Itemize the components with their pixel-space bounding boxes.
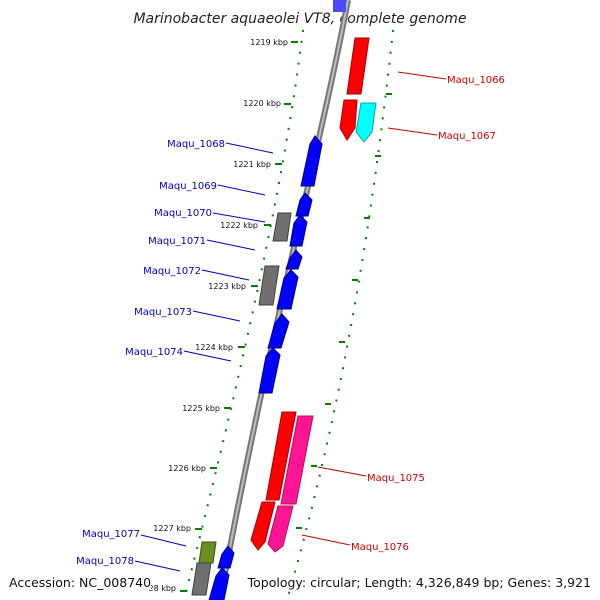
tick-label: 1223 kbp	[208, 282, 246, 291]
gene-maqu-1068-arrow[interactable]	[300, 135, 323, 187]
tick-label: 1220 kbp	[243, 99, 281, 108]
leader-line-maqu-1072	[201, 269, 250, 281]
tick-label: 1221 kbp	[233, 160, 271, 169]
topology-label: Topology: circular; Length: 4,326,849 bp…	[247, 575, 591, 590]
leader-line-maqu-1069	[217, 184, 266, 196]
tick-label: 1227 kbp	[153, 524, 191, 533]
gene-maqu-1076-arrow[interactable]	[267, 505, 294, 553]
gene-label-maqu-1074[interactable]: Maqu_1074	[125, 347, 183, 358]
forward-track-ticks	[296, 93, 392, 529]
gene-label-maqu-1071[interactable]: Maqu_1071	[148, 236, 206, 247]
gene-maqu-1078-box[interactable]	[191, 562, 212, 596]
gene-maqu-1067-arrow[interactable]	[355, 102, 377, 143]
gene-label-maqu-1077[interactable]: Maqu_1077	[82, 529, 140, 540]
tick-label: 1224 kbp	[195, 343, 233, 352]
gene-maqu-1078-arrow[interactable]	[208, 567, 230, 600]
leader-line-maqu-1066	[397, 71, 447, 80]
gene-label-maqu-1069[interactable]: Maqu_1069	[159, 181, 217, 192]
gene-label-maqu-1067[interactable]: Maqu_1067	[438, 131, 496, 142]
gene-label-maqu-1070[interactable]: Maqu_1070	[154, 208, 212, 219]
leader-line-maqu-1067	[387, 127, 438, 136]
gene-maqu-1071-arrow[interactable]	[289, 214, 308, 247]
gene-maqu-1077-box[interactable]	[198, 541, 217, 564]
tick-label: 1226 kbp	[168, 464, 206, 473]
leader-line-maqu-1071	[206, 239, 256, 251]
gene-maqu-1070-box[interactable]	[272, 212, 292, 242]
gene-maqu-1069-arrow[interactable]	[295, 192, 313, 217]
gene-maqu-1067-upstream-arrow[interactable]	[339, 99, 358, 141]
gene-label-maqu-1078[interactable]: Maqu_1078	[76, 556, 134, 567]
reverse-track-dotted	[183, 29, 304, 600]
gene-maqu-1075-arrow[interactable]	[265, 411, 297, 501]
map-title: Marinobacter aquaeolei VT8, complete gen…	[133, 11, 466, 27]
gene-maqu-1073-arrow[interactable]	[276, 269, 299, 310]
leader-line-maqu-1070	[212, 212, 266, 223]
forward-track-dotted	[286, 29, 394, 600]
accession-label: Accession: NC_008740	[9, 575, 152, 590]
leader-line-maqu-1075	[317, 466, 367, 477]
partial-gene-top	[333, 0, 346, 12]
leader-line-maqu-1068	[225, 142, 274, 154]
gene-maqu-1076-upstream-arrow[interactable]	[250, 501, 276, 551]
tick-label: 1222 kbp	[220, 221, 258, 230]
leader-line-maqu-1074	[183, 350, 232, 362]
leader-line-maqu-1078	[134, 560, 181, 572]
ruler-ticks: 1219 kbp 1220 kbp 1221 kbp 1222 kbp 1223…	[148, 38, 298, 593]
tick-label: 28 kbp	[148, 584, 176, 593]
gene-maqu-1072-box[interactable]	[258, 265, 280, 306]
gene-label-maqu-1072[interactable]: Maqu_1072	[143, 266, 201, 277]
tick-label: 1225 kbp	[182, 404, 220, 413]
leader-line-maqu-1076	[301, 534, 351, 546]
leader-line-maqu-1073	[192, 310, 241, 322]
gene-maqu-1077-arrow[interactable]	[217, 545, 235, 569]
tick-label: 1219 kbp	[250, 38, 288, 47]
gene-label-maqu-1068[interactable]: Maqu_1068	[167, 139, 225, 150]
gene-maqu-1073-lower-arrow[interactable]	[267, 313, 290, 349]
gene-label-maqu-1073[interactable]: Maqu_1073	[134, 307, 192, 318]
leader-line-maqu-1077	[140, 534, 187, 547]
gene-label-maqu-1075[interactable]: Maqu_1075	[367, 473, 425, 484]
gene-maqu-1066-arrow[interactable]	[346, 37, 370, 95]
gene-maqu-1075-pair[interactable]	[280, 415, 314, 505]
gene-maqu-1072-small-arrow[interactable]	[285, 249, 303, 270]
gene-label-maqu-1066[interactable]: Maqu_1066	[447, 75, 505, 86]
gene-maqu-1074-arrow[interactable]	[258, 347, 281, 394]
gene-label-maqu-1076[interactable]: Maqu_1076	[351, 542, 409, 553]
